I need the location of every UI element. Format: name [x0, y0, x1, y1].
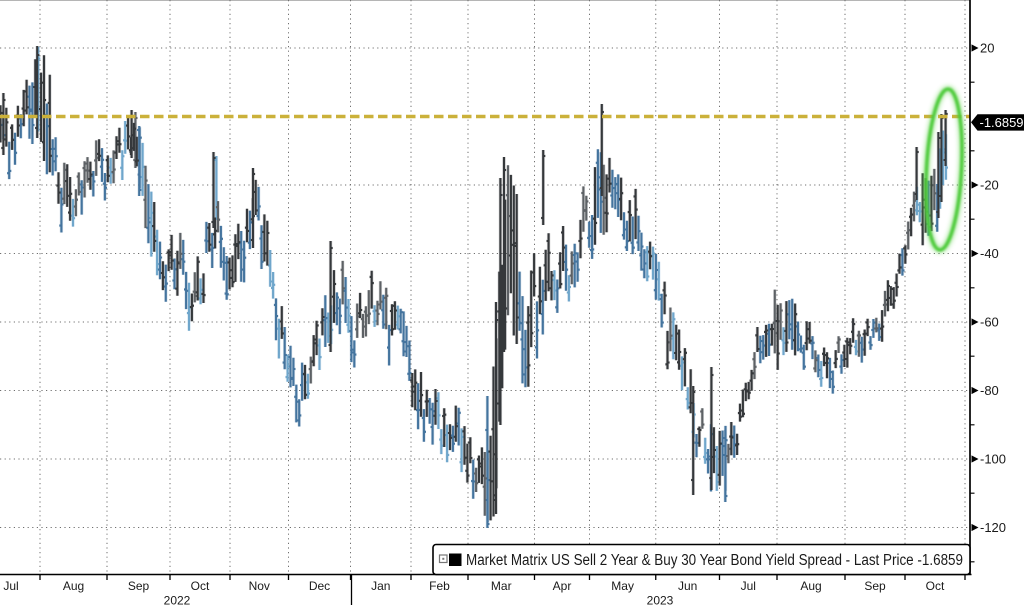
- svg-text:-60: -60: [980, 315, 999, 330]
- svg-text:-120: -120: [980, 520, 1006, 535]
- svg-text:-1.6859: -1.6859: [980, 115, 1024, 130]
- svg-text:Market Matrix US Sell 2 Year &: Market Matrix US Sell 2 Year & Buy 30 Ye…: [466, 552, 963, 569]
- svg-text:2022: 2022: [164, 594, 191, 606]
- svg-text:May: May: [611, 579, 634, 593]
- svg-text:-40: -40: [980, 246, 999, 261]
- svg-text:Mar: Mar: [491, 579, 512, 593]
- svg-text:Oct: Oct: [926, 579, 945, 593]
- svg-text:Nov: Nov: [249, 579, 270, 593]
- svg-text:-80: -80: [980, 383, 999, 398]
- svg-text:Dec: Dec: [309, 579, 330, 593]
- svg-text:-20: -20: [980, 178, 999, 193]
- svg-text:Jul: Jul: [3, 579, 18, 593]
- svg-text:Aug: Aug: [63, 579, 84, 593]
- svg-text:Oct: Oct: [191, 579, 210, 593]
- svg-text:Jun: Jun: [678, 579, 697, 593]
- svg-text:Sep: Sep: [128, 579, 150, 593]
- svg-text:2023: 2023: [647, 594, 674, 606]
- svg-text:Sep: Sep: [864, 579, 886, 593]
- svg-text:20: 20: [980, 41, 994, 56]
- svg-text:-100: -100: [980, 452, 1006, 467]
- svg-text:Apr: Apr: [553, 579, 572, 593]
- svg-text:Aug: Aug: [800, 579, 821, 593]
- svg-text:Jul: Jul: [741, 579, 756, 593]
- svg-text:Feb: Feb: [429, 579, 450, 593]
- svg-text:Jan: Jan: [371, 579, 390, 593]
